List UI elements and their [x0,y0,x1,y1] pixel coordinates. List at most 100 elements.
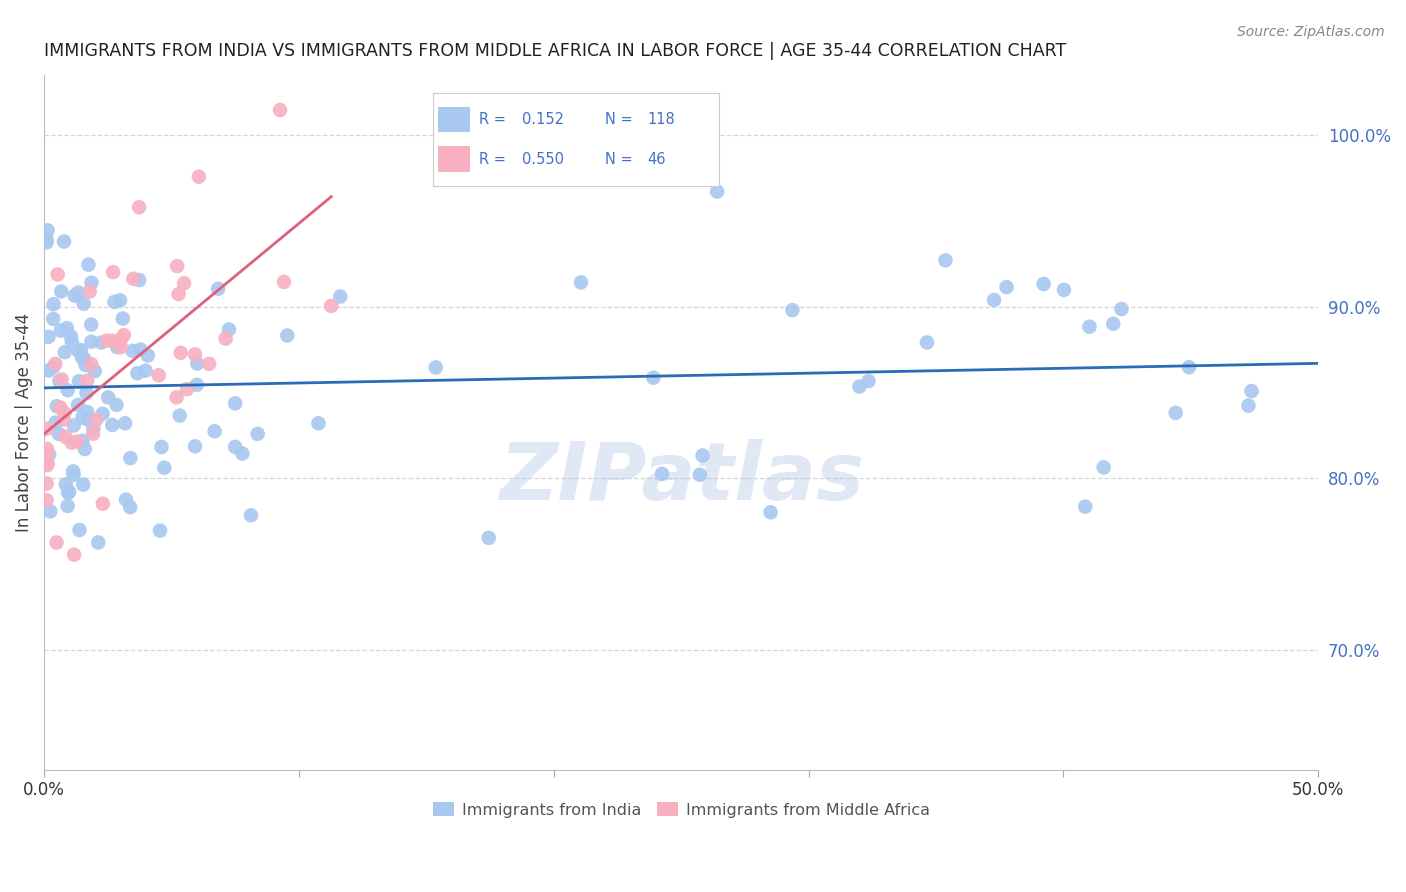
Point [87,535,110,549]
Point [224,440,246,454]
Legend: Immigrants from India, Immigrants from Middle Africa: Immigrants from India, Immigrants from M… [426,796,936,824]
Point [63,288,86,302]
Point [42,312,65,326]
Text: Source: ZipAtlas.com: Source: ZipAtlas.com [1237,25,1385,39]
Point [308,417,330,431]
Point [51,372,73,386]
Text: ZIPatlas: ZIPatlas [499,439,863,517]
Point [67,343,90,358]
Point [55,477,77,491]
Point [170,346,193,360]
Point [37,330,59,344]
Point [269,103,291,117]
Point [56,499,79,513]
Point [56,485,79,500]
Point [329,289,352,303]
Point [90,335,112,350]
Point [782,303,804,318]
Point [60,435,83,450]
Point [62,467,84,482]
Point [112,328,135,343]
Point [1078,319,1101,334]
Point [218,322,240,336]
Point [128,200,150,214]
Point [848,379,870,393]
Point [207,282,229,296]
Point [110,333,132,347]
Point [86,413,108,427]
Point [1111,301,1133,316]
Point [53,406,76,420]
Point [273,275,295,289]
Point [82,422,104,436]
Point [60,334,83,349]
Point [70,343,93,358]
Point [692,449,714,463]
Point [49,324,72,338]
Point [67,285,90,300]
Point [150,440,173,454]
Point [38,448,60,462]
Point [166,259,188,273]
Point [184,347,207,361]
Point [80,276,103,290]
Point [101,265,124,279]
Point [72,477,94,491]
Point [1092,460,1115,475]
Point [42,360,65,375]
Point [1102,317,1125,331]
Point [186,377,208,392]
Point [115,492,138,507]
Point [105,340,128,354]
Point [128,273,150,287]
Point [1074,500,1097,514]
Point [42,297,65,311]
Point [105,398,128,412]
Point [35,447,58,461]
Point [35,442,58,456]
Point [214,332,236,346]
Point [204,425,226,439]
Point [44,357,66,371]
Point [186,356,208,370]
Text: IMMIGRANTS FROM INDIA VS IMMIGRANTS FROM MIDDLE AFRICA IN LABOR FORCE | AGE 35-4: IMMIGRANTS FROM INDIA VS IMMIGRANTS FROM… [44,42,1066,60]
Point [120,500,142,515]
Point [49,401,72,415]
Point [915,335,938,350]
Point [187,169,209,184]
Point [80,318,103,332]
Point [425,360,447,375]
Point [176,382,198,396]
Point [70,351,93,365]
Point [66,434,89,449]
Point [45,399,67,413]
Point [56,384,79,398]
Point [73,296,96,310]
Point [80,357,103,371]
Point [97,391,120,405]
Point [478,531,501,545]
Point [62,418,84,433]
Point [643,370,665,384]
Point [689,467,711,482]
Point [39,504,62,518]
Point [48,426,70,441]
Point [239,508,262,523]
Point [110,340,132,354]
Point [45,535,67,549]
Point [1164,406,1187,420]
Point [35,422,58,436]
Point [73,351,96,366]
Y-axis label: In Labor Force | Age 35-44: In Labor Force | Age 35-44 [15,313,32,532]
Point [76,374,98,388]
Point [1240,384,1263,398]
Point [91,407,114,421]
Point [35,235,58,250]
Point [76,386,98,401]
Point [72,434,94,448]
Point [983,293,1005,307]
Point [569,276,592,290]
Point [56,321,79,335]
Point [111,311,134,326]
Point [1178,360,1201,375]
